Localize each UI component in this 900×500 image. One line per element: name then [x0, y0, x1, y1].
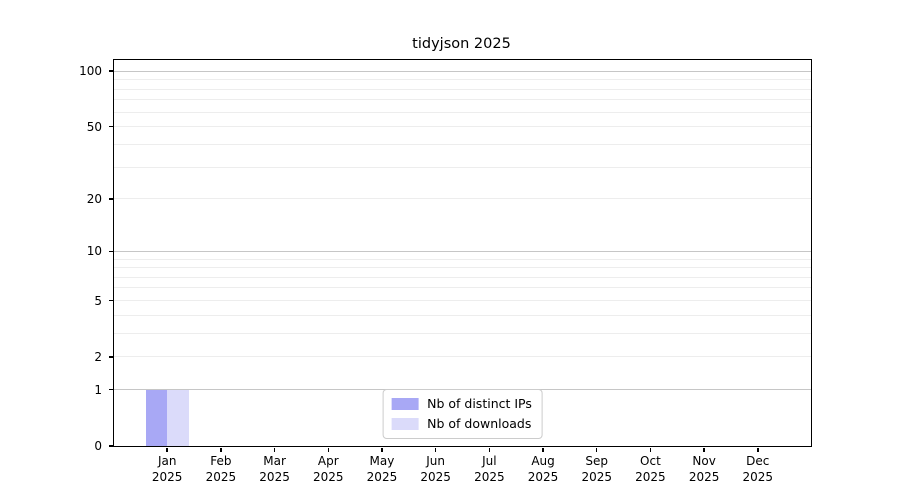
x-tick-year: 2025	[259, 469, 290, 484]
x-tick-label: Dec 2025	[728, 454, 788, 485]
x-tick-month: Aug	[531, 454, 555, 468]
x-tick-year: 2025	[420, 469, 451, 484]
y-tick-label: 1	[94, 382, 102, 397]
x-tick-mark	[327, 447, 330, 452]
y-tick-mark	[108, 70, 113, 72]
y-tick-mark	[108, 198, 113, 200]
minor-gridline	[114, 126, 811, 128]
x-tick-year: 2025	[312, 469, 344, 484]
x-tick-mark	[542, 447, 544, 452]
minor-gridline	[114, 99, 811, 101]
minor-gridline	[114, 79, 811, 81]
y-tick-label: 20	[86, 191, 102, 206]
x-tick-label: Feb 2025	[191, 454, 251, 485]
x-tick-year: 2025	[474, 469, 505, 484]
x-tick-mark	[220, 447, 222, 452]
minor-gridline	[114, 314, 811, 316]
minor-gridline	[114, 267, 811, 269]
x-tick-month: Nov	[692, 454, 716, 468]
major-gridline	[114, 250, 811, 252]
minor-gridline	[114, 287, 811, 289]
x-tick-mark	[703, 447, 705, 452]
y-tick-mark	[108, 250, 113, 253]
y-tick-label: 0	[94, 439, 102, 453]
legend-label: Nb of downloads	[427, 416, 532, 431]
minor-gridline	[114, 276, 811, 278]
y-tick-label: 100	[79, 64, 102, 79]
y-tick-label: 5	[94, 293, 102, 308]
minor-gridline	[114, 143, 811, 145]
x-tick-mark	[595, 447, 598, 452]
x-tick-month: Oct	[640, 454, 661, 468]
x-tick-mark	[166, 447, 168, 452]
minor-gridline	[114, 166, 811, 168]
y-tick-mark	[108, 356, 113, 358]
x-tick-month: Jun	[426, 454, 446, 468]
x-tick-label: Jul 2025	[459, 454, 519, 485]
plot-area: 0 1 2 5 10 20 50 100 Jan 2025 Feb 2025 Mar 2025 Apr 20…	[79, 59, 812, 484]
x-tick-label: May 2025	[352, 454, 412, 485]
chart-title: tidyjson 2025	[412, 36, 511, 52]
bar-nb-of-distinct-ips	[145, 389, 168, 446]
x-tick-month: Jul	[482, 454, 497, 468]
x-tick-year: 2025	[688, 469, 720, 484]
minor-gridline	[114, 258, 811, 260]
x-tick-month: Apr	[317, 454, 339, 468]
x-tick-month: May	[369, 454, 395, 468]
legend-item: Nb of downloads	[391, 416, 532, 432]
y-tick-mark	[108, 388, 113, 391]
legend-swatch	[391, 398, 419, 410]
legend: Nb of distinct IPs Nb of downloads	[382, 389, 543, 439]
x-tick-mark	[381, 447, 383, 452]
x-tick-year: 2025	[742, 469, 774, 484]
minor-gridline	[114, 111, 811, 113]
x-tick-label: Jan 2025	[137, 454, 197, 485]
x-tick-mark	[488, 447, 491, 452]
x-tick-mark	[273, 447, 276, 452]
x-tick-year: 2025	[366, 469, 398, 484]
bar-nb-of-downloads	[167, 389, 189, 446]
x-tick-month: Jan	[157, 454, 177, 468]
y-tick-mark	[108, 125, 113, 128]
x-tick-label: Oct 2025	[620, 454, 680, 485]
y-tick-label: 2	[94, 349, 102, 364]
legend-swatch	[391, 418, 419, 430]
legend-label: Nb of distinct IPs	[427, 396, 532, 411]
x-tick-label: Apr 2025	[298, 454, 358, 485]
y-tick-label: 50	[86, 119, 102, 134]
x-tick-month: Dec	[746, 454, 770, 468]
x-tick-label: Aug 2025	[513, 454, 573, 485]
y-tick-label: 10	[86, 244, 102, 259]
x-tick-year: 2025	[151, 469, 183, 484]
minor-gridline	[114, 300, 811, 301]
x-tick-label: Jun 2025	[406, 454, 466, 485]
minor-gridline	[114, 88, 811, 90]
x-tick-label: Mar 2025	[245, 454, 305, 485]
x-tick-label: Nov 2025	[674, 454, 734, 485]
minor-gridline	[114, 198, 811, 200]
legend-item: Nb of distinct IPs	[391, 396, 532, 412]
x-tick-label: Sep 2025	[567, 454, 627, 485]
y-tick-mark	[108, 445, 113, 447]
x-tick-year: 2025	[527, 469, 559, 484]
x-tick-month: Sep	[585, 454, 609, 468]
minor-gridline	[114, 332, 811, 334]
x-tick-month: Mar	[263, 454, 286, 468]
x-tick-mark	[434, 447, 437, 452]
x-tick-year: 2025	[635, 469, 666, 484]
y-tick-mark	[108, 299, 113, 302]
x-tick-year: 2025	[581, 469, 612, 484]
x-tick-mark	[649, 447, 652, 452]
major-gridline	[114, 70, 811, 72]
x-tick-month: Feb	[210, 454, 232, 468]
x-tick-mark	[757, 447, 759, 452]
minor-gridline	[114, 356, 811, 358]
x-tick-year: 2025	[205, 469, 237, 484]
